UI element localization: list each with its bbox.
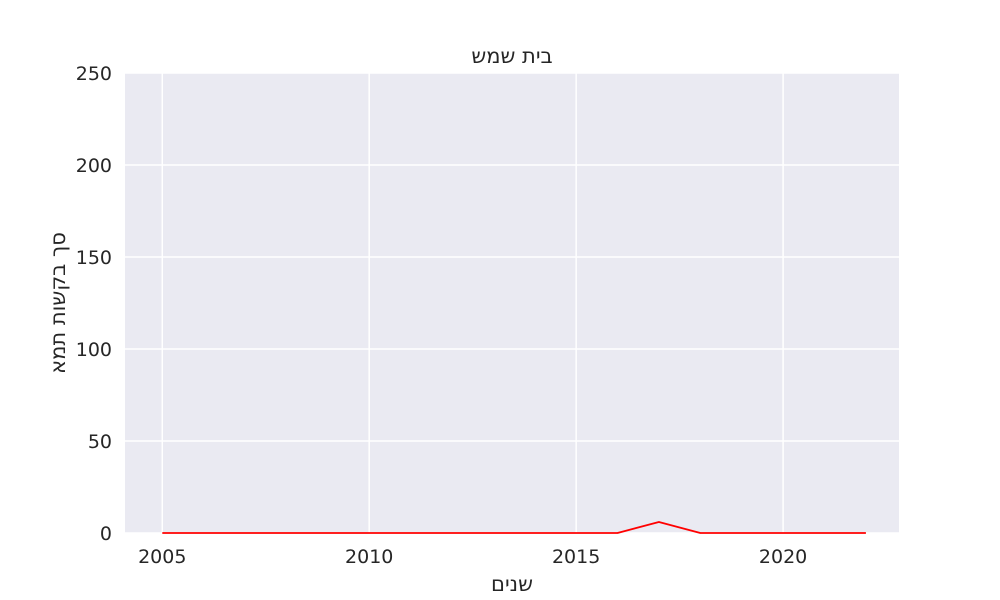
x-tick-label: 2005 — [138, 546, 186, 568]
y-tick-label: 50 — [88, 431, 112, 453]
plot-area — [125, 73, 899, 533]
y-tick-label: 150 — [76, 247, 112, 269]
y-tick-label: 100 — [76, 339, 112, 361]
chart-title: בית שמש — [471, 44, 552, 68]
grid-lines — [125, 72, 899, 534]
x-tick-label: 2015 — [552, 546, 600, 568]
x-axis-ticks: 2005 2010 2015 2020 — [138, 546, 807, 568]
x-tick-label: 2020 — [759, 546, 807, 568]
y-axis-label: סך בקשות תמא — [46, 232, 70, 374]
y-axis-ticks: 0 50 100 150 200 250 — [76, 63, 112, 545]
x-tick-label: 2010 — [345, 546, 393, 568]
y-tick-label: 200 — [76, 155, 112, 177]
x-axis-label: שנים — [491, 572, 533, 596]
series-line — [162, 521, 866, 534]
data-series — [162, 521, 866, 534]
y-tick-label: 250 — [76, 63, 112, 85]
y-tick-label: 0 — [100, 523, 112, 545]
